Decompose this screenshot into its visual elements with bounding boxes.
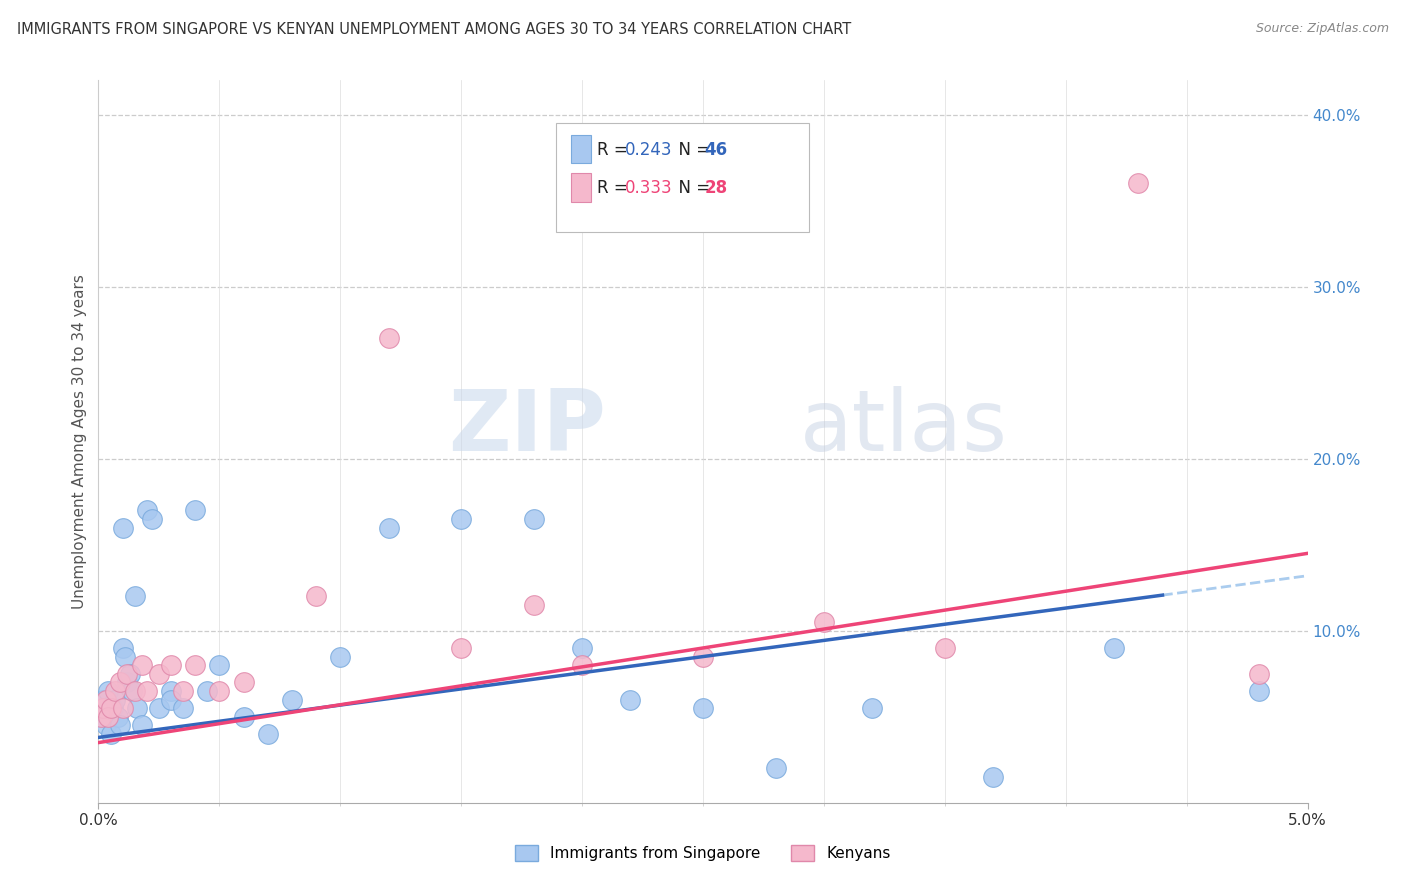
Point	[117, 675, 139, 690]
Point	[172, 684, 194, 698]
Text: 0.243: 0.243	[624, 141, 672, 160]
Point	[111, 640, 134, 655]
Point	[135, 684, 157, 698]
Point	[101, 701, 124, 715]
Point	[571, 640, 593, 655]
Point	[523, 512, 546, 526]
Point	[108, 675, 131, 690]
Point	[107, 710, 129, 724]
Text: R =: R =	[598, 179, 634, 197]
Point	[111, 520, 134, 534]
Point	[1249, 666, 1271, 681]
Point	[860, 701, 883, 715]
Point	[934, 640, 956, 655]
Point	[377, 520, 399, 534]
Point	[91, 701, 114, 715]
Point	[90, 710, 112, 724]
Point	[1128, 177, 1150, 191]
Point	[329, 649, 352, 664]
Point	[813, 615, 835, 630]
Point	[141, 512, 163, 526]
Point	[124, 590, 146, 604]
Text: N =: N =	[668, 141, 716, 160]
Point	[108, 718, 131, 732]
Point	[619, 692, 641, 706]
Point	[1249, 684, 1271, 698]
Text: 0.333: 0.333	[624, 179, 672, 197]
Point	[208, 658, 231, 673]
Point	[208, 684, 231, 698]
Point	[160, 658, 183, 673]
Point	[91, 701, 114, 715]
Point	[184, 503, 207, 517]
Point	[131, 718, 153, 732]
Point	[981, 770, 1004, 784]
Point	[97, 710, 120, 724]
Point	[100, 701, 122, 715]
Point	[148, 701, 170, 715]
Point	[160, 684, 183, 698]
Point	[523, 598, 546, 612]
Point	[765, 761, 787, 775]
Point	[97, 710, 120, 724]
Point	[97, 684, 120, 698]
Point	[111, 701, 134, 715]
Point	[114, 649, 136, 664]
Point	[94, 692, 117, 706]
Point	[450, 640, 472, 655]
Text: 28: 28	[704, 179, 727, 197]
Text: atlas: atlas	[800, 385, 1008, 468]
Point	[195, 684, 218, 698]
Point	[131, 658, 153, 673]
Point	[232, 675, 254, 690]
Point	[100, 727, 122, 741]
Point	[100, 701, 122, 715]
Point	[118, 666, 141, 681]
Text: N =: N =	[668, 179, 716, 197]
Point	[121, 684, 143, 698]
Point	[184, 658, 207, 673]
Point	[94, 692, 117, 706]
Point	[172, 701, 194, 715]
Point	[692, 649, 714, 664]
Point	[104, 684, 127, 698]
Point	[305, 590, 328, 604]
Point	[90, 710, 112, 724]
Point	[256, 727, 278, 741]
Point	[104, 692, 127, 706]
Text: R =: R =	[598, 141, 634, 160]
Point	[127, 701, 149, 715]
Point	[124, 684, 146, 698]
Point	[94, 718, 117, 732]
Point	[160, 692, 183, 706]
Point	[692, 701, 714, 715]
Point	[281, 692, 304, 706]
Legend: Immigrants from Singapore, Kenyans: Immigrants from Singapore, Kenyans	[509, 839, 897, 867]
Point	[117, 666, 139, 681]
Point	[377, 331, 399, 345]
Point	[1102, 640, 1125, 655]
Text: IMMIGRANTS FROM SINGAPORE VS KENYAN UNEMPLOYMENT AMONG AGES 30 TO 34 YEARS CORRE: IMMIGRANTS FROM SINGAPORE VS KENYAN UNEM…	[17, 22, 851, 37]
Point	[450, 512, 472, 526]
Point	[148, 666, 170, 681]
Point	[135, 503, 157, 517]
Point	[571, 658, 593, 673]
Y-axis label: Unemployment Among Ages 30 to 34 years: Unemployment Among Ages 30 to 34 years	[72, 274, 87, 609]
Point	[232, 710, 254, 724]
Point	[91, 692, 114, 706]
Text: Source: ZipAtlas.com: Source: ZipAtlas.com	[1256, 22, 1389, 36]
Text: 46: 46	[704, 141, 727, 160]
Text: ZIP: ZIP	[449, 385, 606, 468]
